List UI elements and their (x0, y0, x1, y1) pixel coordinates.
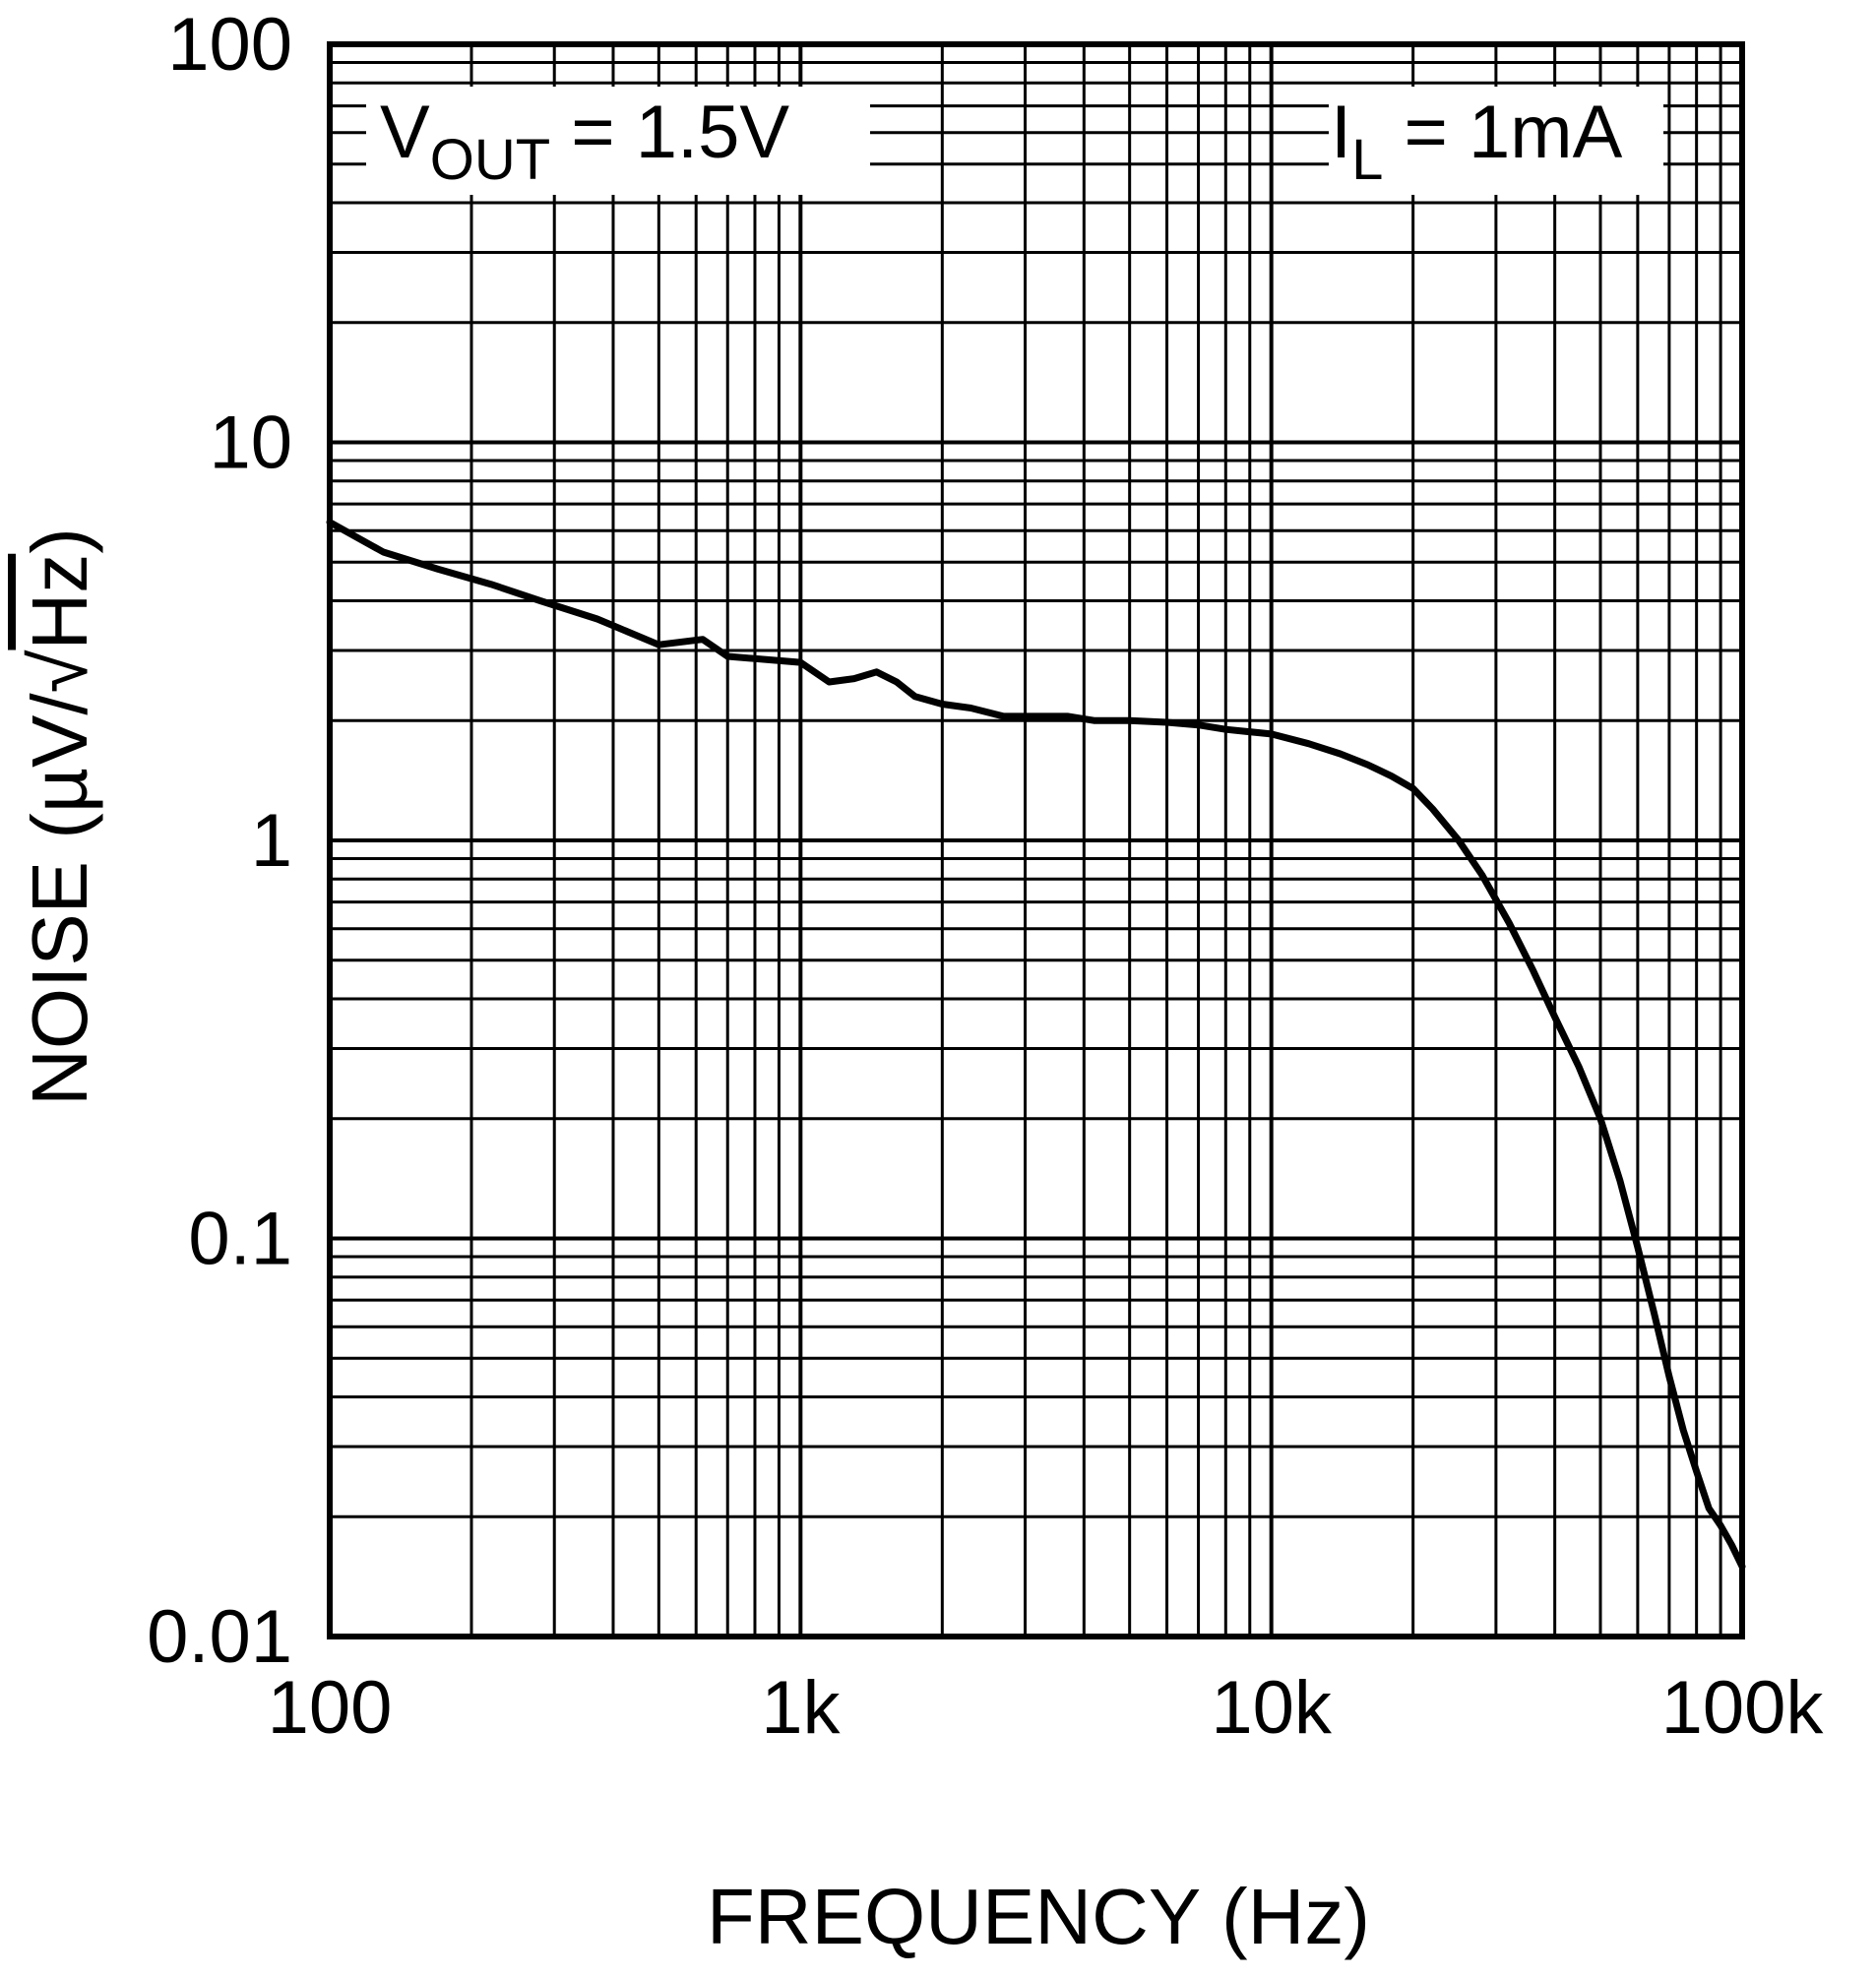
noise-series-line (326, 519, 1746, 1571)
annotation-il-sub: L (1351, 128, 1383, 192)
annotation-vout-sub: OUT (430, 128, 550, 192)
annotation-il-bg (1329, 87, 1663, 195)
y-axis-title-prefix: NOISE (µV/ (16, 693, 103, 1106)
y-axis-title-suffix: ) (16, 527, 103, 554)
x-tick-labels: 100 1k 10k 100k (268, 1666, 1825, 1750)
y-tick-label: 100 (167, 3, 292, 87)
y-tick-label: 1 (251, 799, 292, 883)
x-tick-label: 1k (761, 1666, 841, 1750)
annotation-vout-label: VOUT = 1.5V (380, 91, 789, 192)
y-axis-title: NOISE (µV/√Hz) (16, 527, 103, 1106)
annotation-vout-bg (366, 87, 870, 195)
y-tick-label: 0.1 (188, 1198, 292, 1281)
annotation-vout-main: V (380, 91, 430, 174)
y-axis-title-radicand: Hz (16, 554, 103, 650)
annotation-il-label: IL = 1mA (1331, 91, 1623, 192)
x-tick-label: 10k (1211, 1666, 1333, 1750)
x-axis-title: FREQUENCY (Hz) (707, 1873, 1370, 1960)
y-tick-labels: 100 10 1 0.1 0.01 (147, 3, 292, 1679)
annotation-vout-rest: = 1.5V (550, 91, 789, 174)
annotation-vout: VOUT = 1.5V (366, 87, 870, 195)
y-tick-label: 10 (209, 402, 292, 485)
x-tick-label: 100 (268, 1666, 393, 1750)
series-layer (326, 519, 1746, 1571)
x-tick-label: 100k (1661, 1666, 1825, 1750)
y-axis-title-radical: √ (16, 649, 103, 693)
annotation-il-rest: = 1mA (1383, 91, 1622, 174)
y-tick-label: 0.01 (147, 1595, 292, 1679)
annotation-il: IL = 1mA (1329, 87, 1663, 195)
annotation-il-main: I (1331, 91, 1351, 174)
plot-frame (327, 41, 1745, 1639)
